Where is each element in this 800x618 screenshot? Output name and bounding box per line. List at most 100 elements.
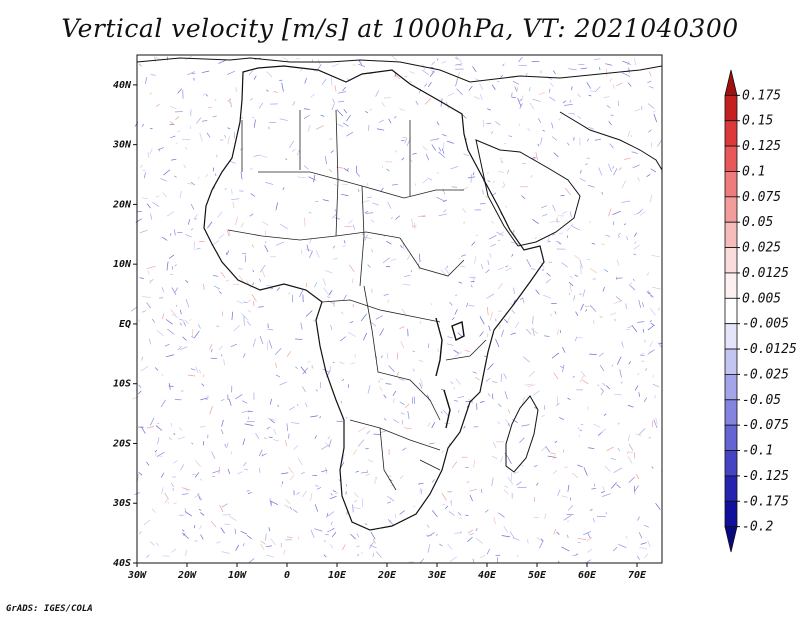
velocity-stroke: [485, 195, 489, 199]
velocity-stroke: [224, 523, 231, 526]
velocity-stroke: [176, 304, 178, 308]
velocity-stroke: [558, 242, 562, 245]
velocity-stroke: [321, 78, 327, 85]
velocity-stroke: [427, 544, 431, 553]
velocity-stroke: [580, 170, 582, 174]
velocity-stroke: [610, 482, 617, 489]
velocity-stroke: [626, 451, 629, 454]
velocity-stroke: [202, 441, 205, 446]
velocity-stroke: [260, 543, 265, 550]
velocity-stroke: [560, 366, 564, 368]
velocity-stroke: [638, 532, 643, 539]
velocity-stroke: [487, 108, 491, 111]
velocity-stroke: [577, 426, 580, 430]
velocity-stroke: [194, 493, 200, 498]
velocity-stroke: [140, 164, 143, 168]
velocity-stroke: [600, 387, 604, 392]
velocity-stroke: [383, 293, 389, 296]
velocity-stroke: [517, 98, 522, 107]
velocity-stroke: [141, 356, 144, 361]
velocity-stroke: [604, 465, 611, 472]
velocity-stroke: [164, 343, 170, 347]
velocity-stroke: [150, 278, 154, 282]
velocity-stroke: [334, 209, 337, 213]
velocity-stroke: [154, 449, 158, 453]
velocity-stroke: [624, 157, 631, 160]
velocity-stroke: [321, 469, 328, 473]
velocity-stroke: [639, 546, 648, 550]
velocity-stroke: [412, 152, 417, 155]
velocity-stroke: [505, 267, 513, 272]
velocity-stroke: [552, 204, 556, 212]
velocity-stroke: [500, 160, 503, 164]
velocity-stroke: [568, 68, 577, 71]
velocity-stroke: [177, 436, 185, 440]
velocity-stroke: [424, 83, 428, 87]
velocity-stroke: [244, 255, 247, 263]
velocity-stroke: [498, 512, 505, 518]
velocity-stroke: [167, 501, 170, 504]
velocity-stroke: [556, 329, 559, 335]
velocity-stroke: [218, 59, 227, 64]
velocity-stroke: [327, 300, 334, 304]
velocity-stroke: [393, 116, 397, 119]
velocity-stroke: [284, 504, 290, 509]
velocity-stroke: [332, 98, 336, 104]
velocity-stroke: [501, 329, 504, 337]
velocity-stroke: [174, 287, 179, 293]
velocity-stroke: [530, 328, 539, 334]
velocity-stroke: [268, 339, 273, 349]
velocity-stroke: [637, 373, 640, 376]
velocity-stroke: [227, 468, 231, 475]
lat-tick-label: 40S: [113, 558, 131, 569]
velocity-stroke: [638, 392, 641, 397]
velocity-stroke: [172, 487, 175, 491]
velocity-stroke: [253, 154, 261, 157]
velocity-stroke: [396, 352, 399, 360]
velocity-stroke: [322, 277, 327, 287]
velocity-stroke: [579, 178, 586, 182]
velocity-stroke: [235, 87, 237, 93]
velocity-stroke: [324, 269, 333, 274]
velocity-stroke: [330, 493, 333, 496]
velocity-stroke: [568, 281, 574, 287]
velocity-stroke: [436, 533, 438, 537]
velocity-stroke: [634, 232, 638, 237]
velocity-stroke: [602, 382, 606, 387]
velocity-stroke: [475, 376, 480, 381]
velocity-stroke: [419, 253, 421, 263]
velocity-stroke: [390, 216, 394, 220]
velocity-stroke: [535, 482, 539, 486]
colorbar-label: 0.125: [742, 139, 781, 154]
velocity-stroke: [315, 389, 319, 392]
velocity-stroke: [503, 373, 507, 380]
velocity-stroke: [361, 233, 364, 236]
velocity-stroke: [266, 426, 271, 430]
velocity-stroke: [131, 306, 138, 312]
velocity-stroke: [226, 70, 235, 76]
velocity-stroke: [165, 354, 175, 358]
velocity-stroke: [598, 352, 604, 357]
velocity-stroke: [561, 262, 568, 268]
velocity-stroke: [201, 383, 205, 387]
velocity-stroke: [481, 264, 484, 270]
velocity-stroke: [382, 257, 390, 264]
velocity-stroke: [342, 544, 346, 551]
velocity-stroke: [242, 400, 248, 404]
velocity-stroke: [516, 554, 519, 558]
velocity-stroke: [171, 548, 177, 553]
velocity-stroke: [637, 176, 640, 182]
velocity-stroke: [555, 219, 561, 223]
velocity-stroke: [657, 140, 662, 147]
velocity-stroke: [357, 188, 360, 193]
velocity-stroke: [527, 539, 529, 544]
velocity-stroke: [285, 499, 291, 505]
velocity-stroke: [152, 318, 155, 323]
velocity-stroke: [522, 356, 531, 363]
velocity-stroke: [653, 394, 657, 399]
velocity-stroke: [226, 442, 229, 447]
velocity-stroke: [157, 147, 164, 151]
velocity-stroke: [558, 117, 561, 121]
velocity-stroke: [503, 526, 508, 533]
velocity-stroke: [387, 299, 389, 303]
